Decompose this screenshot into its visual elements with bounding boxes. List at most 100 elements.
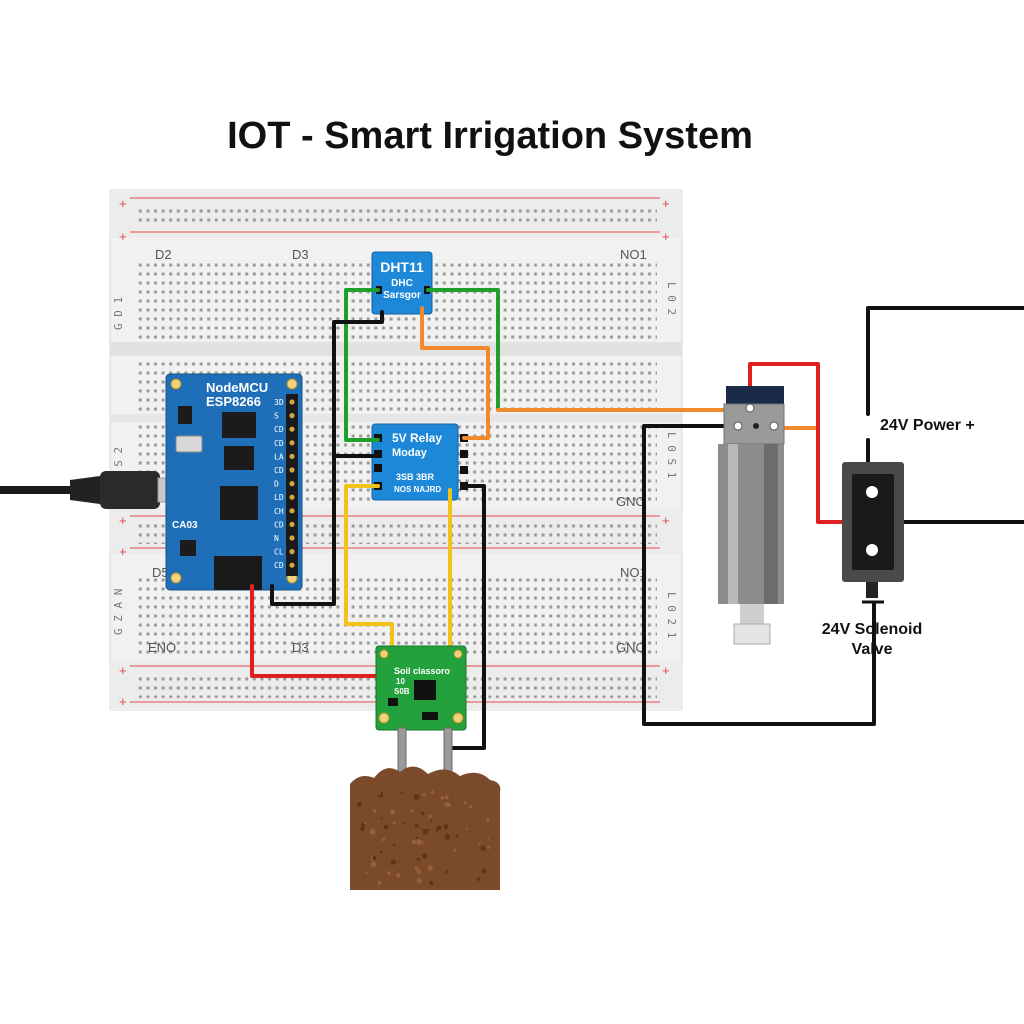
soil-speckle (430, 819, 433, 823)
rail-plus-sign: + (119, 663, 127, 678)
soil-speckle (481, 868, 487, 874)
mount-hole (379, 649, 389, 659)
nodemcu-pin-label: N (274, 534, 279, 543)
nodemcu-pin-label: D (274, 480, 279, 489)
nodemcu-pin (289, 494, 295, 500)
rail-plus-sign: + (119, 229, 127, 244)
mount-hole (170, 572, 182, 584)
soil-speckle (463, 801, 467, 805)
wire-black (642, 424, 876, 726)
usb-cable-boot (70, 476, 100, 504)
soil-sensor-chip (388, 698, 398, 706)
wire-black (866, 306, 1024, 416)
soil-speckle (427, 865, 433, 871)
solenoid-valve (842, 462, 904, 604)
breadboard-label: D3 (292, 640, 309, 655)
dht11-sensor: DHT11 DHC Sarsgor (371, 251, 433, 315)
nodemcu-pin (289, 440, 295, 446)
soil-speckle (389, 809, 395, 815)
soil-speckle (487, 837, 490, 840)
soil-speckle (422, 853, 428, 859)
breadboard-label: GNO (616, 640, 646, 655)
nodemcu-pin-label: S (274, 412, 279, 421)
soil-speckle (413, 794, 420, 801)
nodemcu-board: NodeMCU ESP8266 CA03 3D S CD CD LA CD D LD CH CD N… (165, 373, 303, 591)
soil-speckle (478, 842, 481, 845)
soil-speckle (392, 843, 396, 847)
wire-black (446, 484, 486, 750)
wire-black (270, 454, 336, 606)
soil-speckle (380, 817, 383, 820)
soil-speckle (392, 821, 396, 825)
nodemcu-label: CA03 (172, 520, 198, 531)
nodemcu-pin (289, 549, 295, 555)
soil-speckle (360, 826, 365, 832)
soil-speckle (416, 857, 420, 862)
soil-speckle (378, 792, 381, 795)
page-title: IOT - Smart Irrigation System (227, 115, 753, 157)
nodemcu-pin (289, 535, 295, 541)
rail-plus-sign: + (119, 694, 127, 709)
soil-moisture-sensor: Soil classoro 10 S0B (375, 645, 467, 804)
cylinder-cap (726, 386, 784, 408)
soil-speckle (377, 880, 382, 885)
soil-speckle (427, 828, 431, 831)
nodemcu-pin (289, 453, 295, 459)
mount-hole (452, 712, 464, 724)
nodemcu-pin-label: CD (274, 520, 284, 529)
wire-orange (420, 306, 490, 440)
soil-speckle (420, 827, 423, 830)
nodemcu-subtitle: ESP8266 (206, 394, 261, 409)
soil-speckle (383, 824, 389, 830)
rail-minus-sign: + (662, 513, 670, 528)
nodemcu-pin-label: CD (274, 466, 284, 475)
soil-speckle (361, 822, 366, 827)
rail-minus-sign: + (662, 196, 670, 211)
wire-red (748, 362, 850, 524)
soil-speckle (444, 795, 449, 800)
soil-speckle (372, 855, 377, 861)
soil-speckle (411, 839, 417, 845)
soil-speckle (369, 828, 376, 835)
soil-block (350, 766, 501, 890)
relay-module: 5V Relay Moday 3SB 3BR NOS NAJRD (371, 423, 468, 501)
soil-speckle (468, 805, 473, 809)
chip (178, 406, 192, 424)
soil-sensor-chip (414, 680, 436, 700)
soil-speckle (400, 791, 403, 794)
soil-sensor-line3: S0B (394, 687, 410, 696)
nodemcu-pin (289, 413, 295, 419)
cylinder-neck (740, 604, 764, 626)
soil-speckle (416, 878, 423, 884)
soil-speckle (356, 802, 362, 807)
nodemcu-pin (289, 521, 295, 528)
power-label: 24V Power + (880, 417, 975, 434)
relay-line4: NOS NAJRD (394, 485, 441, 494)
center-divider (110, 342, 682, 356)
dht11-line3: Sarsgor (383, 290, 421, 301)
soil-speckle (386, 871, 391, 876)
cylinder-shadow (764, 444, 778, 604)
wire-green (426, 288, 500, 410)
soil-speckle (453, 848, 457, 852)
breadboard-side-label: L 0 S 1 (665, 432, 678, 478)
soil-speckle (445, 870, 449, 874)
cylinder-shine (728, 444, 738, 604)
mount-hole (378, 712, 390, 724)
valve-label-line2: Valve (852, 641, 893, 658)
nodemcu-pin-label: CD (274, 425, 284, 434)
chip (220, 486, 258, 520)
terminal-screw (769, 421, 779, 431)
soil-speckle (365, 871, 368, 874)
cylinder-tip (733, 623, 771, 645)
soil-speckle (422, 828, 429, 835)
valve-terminal (866, 486, 878, 498)
terminal-screw (745, 403, 755, 413)
wires (250, 288, 1024, 750)
breadboard-label: NO1 (620, 247, 647, 262)
valve-base (866, 582, 878, 598)
soil-speckle (390, 859, 397, 865)
dht11-title: DHT11 (380, 259, 424, 275)
mount-hole (286, 378, 298, 390)
soil-speckle (443, 824, 449, 830)
